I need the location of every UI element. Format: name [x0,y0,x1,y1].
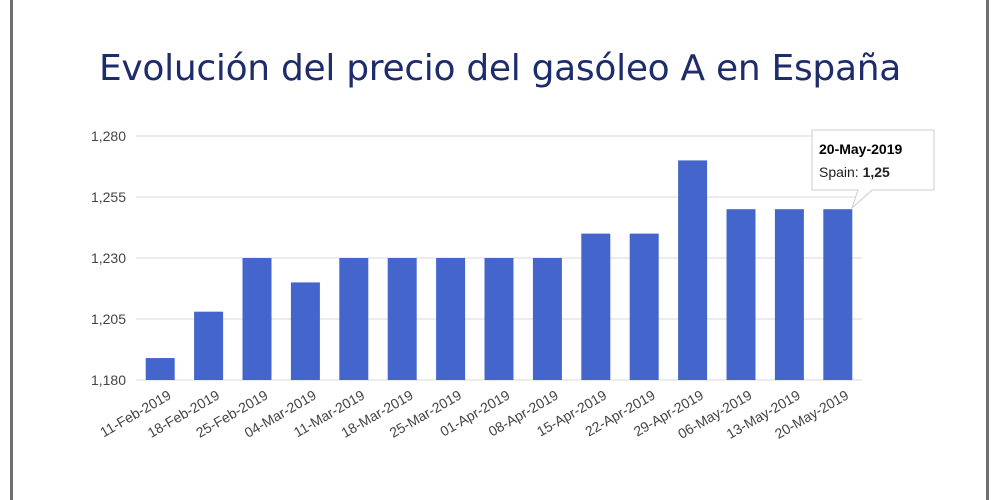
bar[interactable] [242,258,272,380]
bars [145,160,853,380]
bar[interactable] [145,358,175,380]
y-tick-label: 1,280 [91,128,126,144]
bar[interactable] [290,282,320,380]
bar[interactable] [629,233,659,380]
frame-right-border [986,0,989,500]
y-tick-label: 1,255 [91,189,126,205]
bar[interactable] [532,258,562,380]
bar[interactable] [484,258,514,380]
frame-left-border [10,0,13,500]
bar[interactable] [581,233,611,380]
bar[interactable] [774,209,804,380]
bar[interactable] [823,209,853,380]
bar[interactable] [194,311,224,380]
tooltip-series-label: Spain: [819,164,863,180]
tooltip-value-line: Spain: 1,25 [819,164,890,180]
tooltip-box [811,129,935,210]
bar[interactable] [726,209,756,380]
y-tick-label: 1,180 [91,372,126,388]
bar[interactable] [387,258,417,380]
tooltip: 20-May-2019 Spain: 1,25 [811,129,935,210]
bar[interactable] [436,258,466,380]
bar[interactable] [339,258,369,380]
y-axis-ticks: 1,180 1,205 1,230 1,255 1,280 [91,128,126,388]
bar[interactable] [678,160,708,380]
y-tick-label: 1,230 [91,250,126,266]
x-axis-ticks: 11-Feb-201918-Feb-201925-Feb-201904-Mar-… [97,387,851,442]
y-tick-label: 1,205 [91,311,126,327]
tooltip-value: 1,25 [863,164,890,180]
tooltip-date: 20-May-2019 [819,141,902,157]
chart-title: Evolución del precio del gasóleo A en Es… [98,48,902,90]
